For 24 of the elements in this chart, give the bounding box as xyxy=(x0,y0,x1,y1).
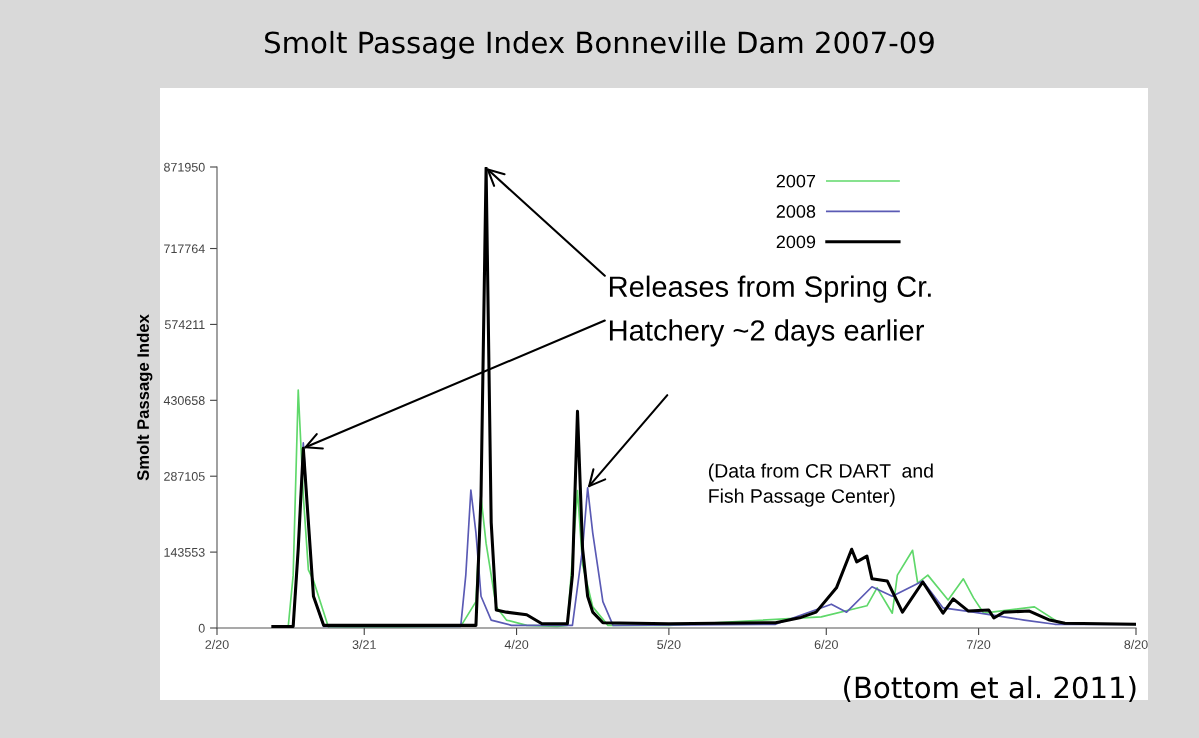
y-tick-label: 287105 xyxy=(164,472,205,481)
y-tick-label: 574211 xyxy=(164,320,205,330)
x-tick-label: 5/20 xyxy=(657,639,681,649)
annotation: (Data from CR DART and Fish Passage Center) xyxy=(708,463,933,507)
y-tick-label: 143553 xyxy=(164,547,205,557)
y-tick-label: 717764 xyxy=(164,244,205,254)
x-tick-label: 3/21 xyxy=(352,639,376,649)
line-series xyxy=(271,167,1136,628)
text: (Bottom et al. 2011) xyxy=(844,675,1136,702)
y-axis-title: Smolt Passage Index xyxy=(136,314,153,481)
y-tick-label: 430658 xyxy=(163,396,205,405)
legend-label: 2008 xyxy=(776,205,816,218)
chart-title: Smolt Passage Index Bonneville Dam 2007-09 xyxy=(265,30,934,60)
annotation: Releases from Spring Cr. xyxy=(609,275,931,303)
y-tick-label: 0 xyxy=(198,623,205,633)
x-tick-label: 7/20 xyxy=(967,639,991,649)
x-tick-label: 6/20 xyxy=(814,639,838,649)
x-tick-label: 8/20 xyxy=(1124,639,1148,649)
annotation: Hatchery ~2 days earlier xyxy=(609,319,925,347)
legend-label: 2009 xyxy=(776,235,816,249)
x-tick-label: 4/20 xyxy=(504,639,529,649)
x-tick-label: 2/20 xyxy=(205,639,229,649)
y-tick-label: 871950 xyxy=(164,162,205,172)
legend-label: 2007 xyxy=(776,174,816,188)
